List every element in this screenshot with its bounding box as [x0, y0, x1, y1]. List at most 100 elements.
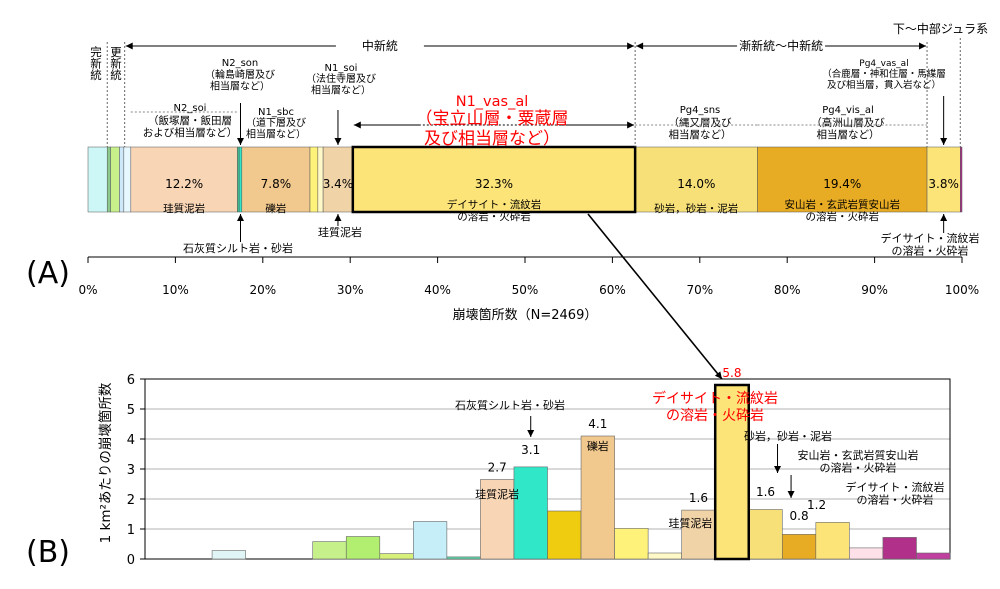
bar [647, 552, 682, 560]
epoch-label: 下～中部ジュラ系 [893, 21, 988, 36]
x-tick-label: 60% [599, 283, 626, 297]
segment-3 [119, 146, 125, 213]
segment-14 [757, 146, 928, 213]
segment-16 [960, 146, 963, 213]
bar [815, 522, 850, 560]
unit-desc: （法住寺層及び相当層など） [306, 72, 376, 97]
y-tick-label: 3 [127, 463, 135, 478]
segment-value-label: 12.2% [165, 177, 203, 191]
segment-7 [238, 146, 243, 213]
callout-arrow-head [940, 214, 948, 221]
bar [345, 536, 381, 560]
segment-15 [926, 146, 961, 213]
unit-code: N2_soi [174, 103, 207, 114]
connector-arrow [587, 213, 723, 380]
y-tick-label: 4 [127, 433, 135, 448]
bar [312, 541, 347, 560]
bar-highlight-outline [713, 383, 750, 561]
segment-rock-label: 砂岩，砂岩・泥岩 [654, 202, 738, 215]
bar-value-label: 1.2 [807, 498, 826, 512]
bar-annotation-highlight: デイサイト・流紋岩の溶岩・火砕岩 [652, 390, 778, 424]
callout-label: 珪質泥岩 [318, 225, 362, 239]
y-axis-title: 1 km²あたりの崩壊箇所数 [97, 382, 114, 543]
x-axis-title: 崩壊箇所数（N=2469） [453, 307, 598, 323]
bar [916, 552, 951, 560]
unit-desc: （合鹿層・神和住層・馬緤層及び相当層，貫入岩など） [822, 68, 946, 91]
bar [781, 534, 817, 560]
x-tick-label: 80% [774, 283, 801, 297]
segment-8 [241, 146, 311, 213]
x-tick-label: 50% [512, 283, 539, 297]
y-tick-label: 5 [127, 403, 135, 418]
segment-rock-label: 珪質泥岩 [163, 202, 205, 215]
bar [681, 509, 716, 560]
bar [580, 435, 615, 560]
unit-desc: （縄又層及び相当層など） [669, 116, 732, 141]
callout-label: 石灰質シルト岩・砂岩 [183, 241, 293, 255]
bar-annotation-arrow-head [774, 466, 782, 473]
bar-value-label: 0.8 [790, 509, 809, 523]
x-tick-label: 30% [337, 283, 364, 297]
unit-bracket-arrow-head [353, 121, 361, 129]
bar-annotation: デイサイト・流紋岩の溶岩・火砕岩 [846, 480, 945, 507]
epoch-label-bg [737, 36, 826, 54]
unit-desc: （高洲山層及び相当層など） [811, 116, 885, 141]
segment-rock-label: 礫岩 [265, 202, 286, 215]
bar [748, 509, 783, 560]
segment-rock-label: 安山岩・玄武岩質安山岩の溶岩・火砕岩 [785, 198, 901, 223]
x-tick-label: 70% [686, 283, 713, 297]
bar-value-label: 2.7 [488, 461, 507, 475]
bar-annotation: 安山岩・玄武岩質安山岩の溶岩・火砕岩 [798, 448, 919, 475]
unit-code: N1_soi [325, 63, 358, 74]
panel-label-b: (B) [26, 535, 70, 570]
epoch-bracket-arrow-head [125, 42, 133, 50]
panel-label-a: (A) [26, 256, 70, 291]
epoch-bracket-arrow-head [636, 42, 644, 50]
bar [714, 384, 750, 560]
x-tick-label: 90% [861, 283, 888, 297]
bar [446, 556, 481, 560]
bar-value-label: 1.6 [689, 491, 708, 505]
bar [211, 550, 246, 560]
bar [547, 510, 582, 560]
segment-value-label: 32.3% [475, 177, 513, 191]
connector-arrow-head [714, 371, 722, 379]
unit-desc: （道下層及び相当層など） [246, 116, 306, 141]
segment-1 [106, 146, 111, 213]
segment-6 [237, 146, 240, 213]
segment-2 [110, 146, 120, 213]
unit-pointer-head [237, 138, 245, 145]
bar-annotation-arrow-head [527, 430, 535, 437]
segment-value-label: 3.8% [928, 177, 959, 191]
unit-bracket-arrow-head [627, 121, 635, 129]
segment-5 [130, 146, 238, 213]
segment-value-label: 14.0% [677, 177, 715, 191]
bar [882, 537, 917, 560]
y-tick-label: 1 [127, 523, 135, 538]
epoch-label: 完新統 [89, 45, 103, 81]
bar-value-label: 1.6 [756, 485, 775, 499]
epoch-bracket-arrow-head [919, 42, 927, 50]
segment-9 [309, 146, 319, 213]
unit-code: N1_sbc [258, 107, 294, 118]
unit-code: N2_son [222, 58, 259, 69]
bar-value-label: 3.1 [521, 443, 540, 457]
unit-desc: （輪島崎層及び相当層など） [205, 68, 275, 93]
unit-pointer-head [940, 138, 948, 145]
bar-annotation-arrow-head [787, 491, 795, 498]
x-tick-label: 20% [249, 283, 276, 297]
unit-code: Pg4_vis_al [822, 105, 874, 116]
x-tick-label: 40% [424, 283, 451, 297]
unit-code: Pg4_sns [680, 105, 721, 116]
unit-desc-highlight: （宝立山層・粟蔵層及び相当層など） [416, 109, 569, 149]
bar-annotation: 珪質泥岩 [475, 487, 519, 501]
epoch-bracket-arrow-head [627, 42, 635, 50]
callout-arrow-head [334, 214, 342, 221]
bar [379, 553, 414, 560]
segment-12 [352, 146, 636, 213]
callout-label: デイサイト・流紋岩の溶岩・火砕岩 [881, 231, 980, 258]
y-tick-label: 6 [127, 373, 135, 388]
x-tick-label: 100% [945, 283, 979, 297]
segment-highlight-outline [351, 145, 637, 214]
